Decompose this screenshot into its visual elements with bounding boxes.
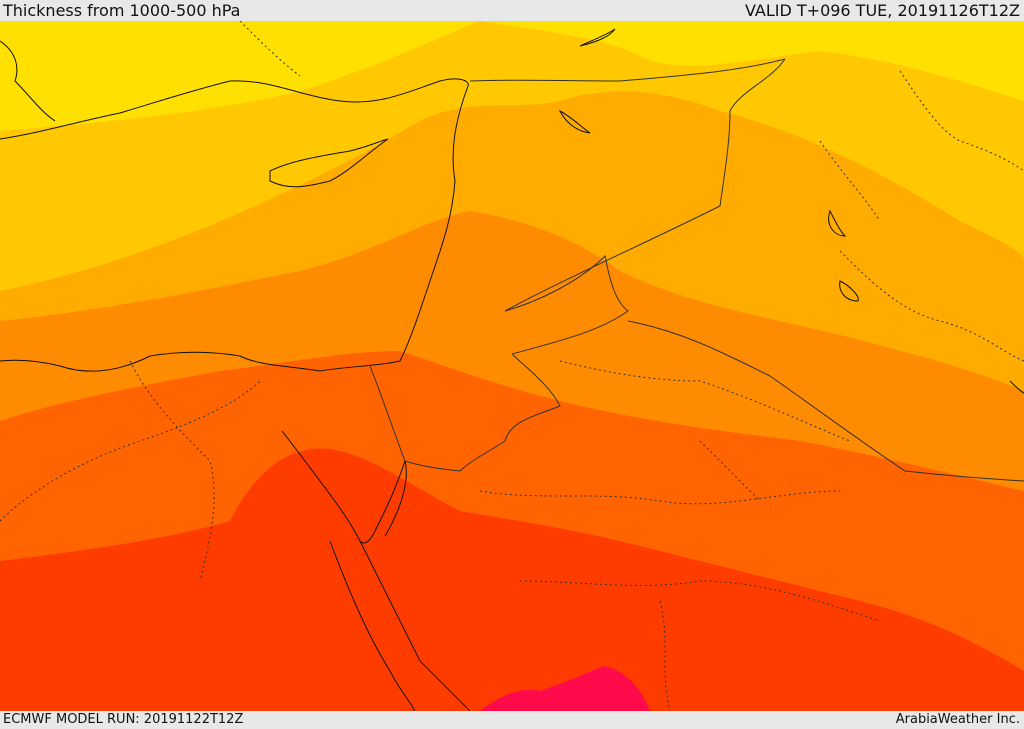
coastlines (0, 28, 1024, 711)
header-bar: Thickness from 1000-500 hPa VALID T+096 … (0, 0, 1024, 21)
map-title: Thickness from 1000-500 hPa (3, 1, 241, 20)
credit: ArabiaWeather Inc. (895, 712, 1020, 727)
band-2b (480, 21, 1024, 101)
map-canvas (0, 21, 1024, 711)
band-6 (0, 448, 1024, 711)
thickness-map[interactable] (0, 21, 1024, 711)
internal-borders (0, 21, 1024, 711)
borders (369, 58, 1024, 482)
valid-time: VALID T+096 TUE, 20191126T12Z (744, 1, 1020, 20)
model-run: ECMWF MODEL RUN: 20191122T12Z (3, 712, 244, 727)
footer-bar: ECMWF MODEL RUN: 20191122T12Z ArabiaWeat… (0, 711, 1024, 729)
band-7 (480, 666, 650, 711)
